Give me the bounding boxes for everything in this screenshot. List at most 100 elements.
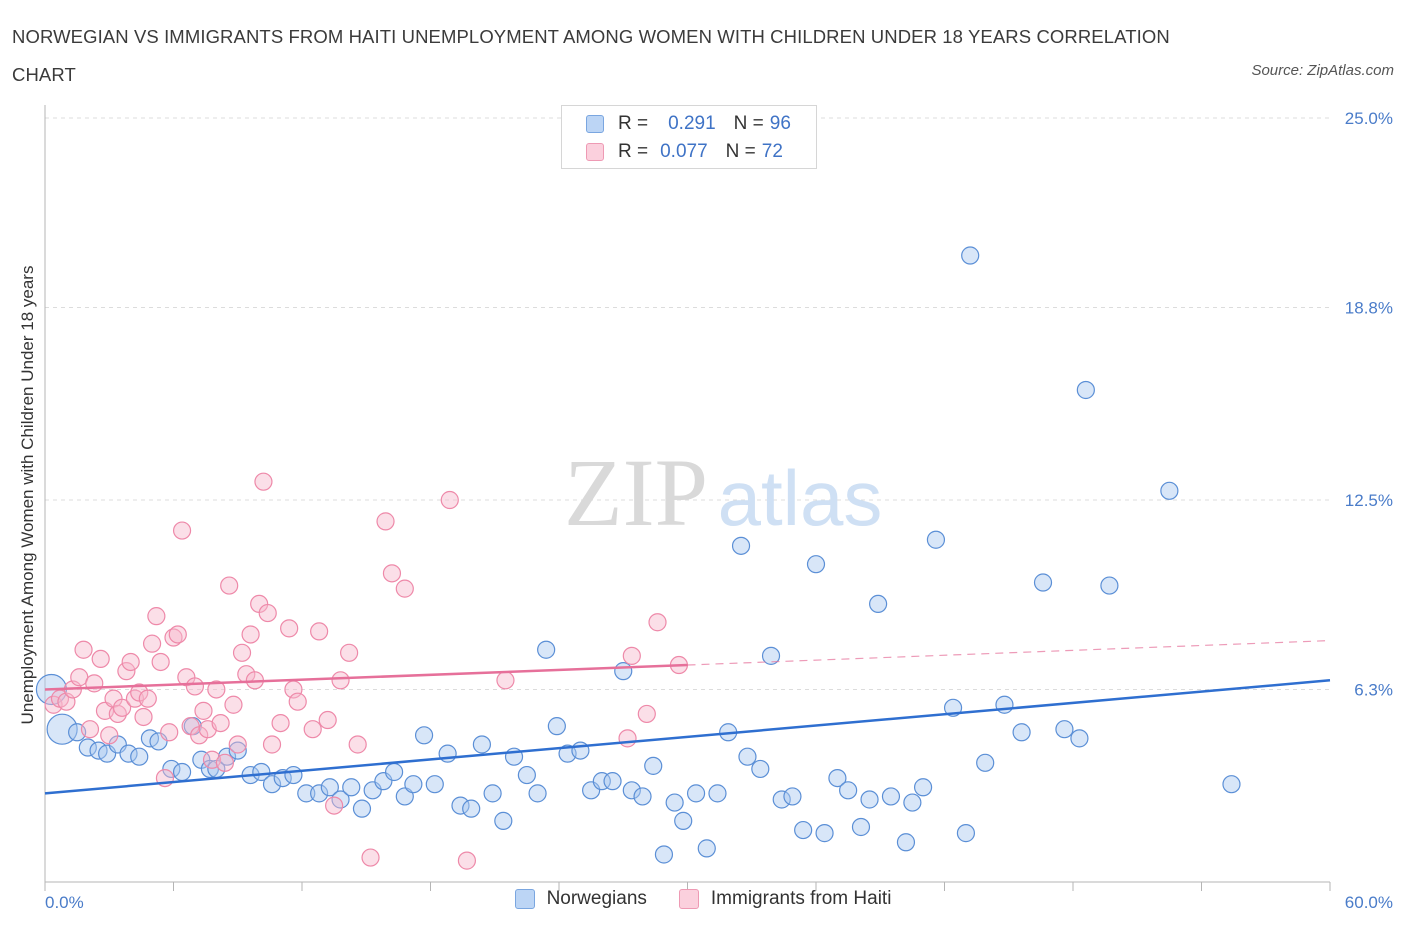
- data-points: [35, 246, 1241, 870]
- data-point: [172, 521, 192, 540]
- data-point: [654, 845, 674, 864]
- data-point: [414, 726, 434, 745]
- data-point: [85, 674, 104, 693]
- data-point: [528, 784, 547, 803]
- data-point: [839, 781, 858, 800]
- data-point: [185, 677, 205, 696]
- legend-label-norwegians: Norwegians: [546, 888, 647, 909]
- data-point: [806, 555, 826, 574]
- data-point: [252, 762, 271, 782]
- data-point: [603, 772, 622, 791]
- legend-r-label: R =: [618, 113, 649, 134]
- trend-lines: [44, 639, 1331, 795]
- data-point: [547, 717, 566, 736]
- data-point: [262, 775, 282, 794]
- data-point: [1055, 720, 1074, 739]
- data-point: [644, 756, 663, 775]
- legend-item-haiti: Immigrants from Haiti: [678, 888, 891, 910]
- data-point: [483, 784, 502, 803]
- data-point: [881, 787, 901, 806]
- data-point: [112, 698, 132, 717]
- data-point: [121, 652, 140, 672]
- series-norwegians: [35, 246, 1241, 864]
- data-point: [138, 689, 157, 708]
- watermark-zip: ZIP: [564, 439, 708, 546]
- correlation-legend: R = 0.291 N = 96 R = 0.077 N = 72: [561, 105, 817, 169]
- data-point: [686, 784, 706, 803]
- trend-line-haiti: [44, 663, 688, 691]
- data-point: [860, 790, 879, 809]
- legend-n-label: N =: [733, 113, 764, 134]
- legend-n-label: N =: [725, 141, 756, 162]
- data-point: [828, 768, 847, 788]
- data-point: [697, 839, 716, 858]
- data-point: [297, 784, 316, 803]
- data-point: [331, 671, 350, 690]
- series-haiti: [44, 472, 689, 870]
- data-point: [926, 530, 946, 549]
- data-point: [708, 784, 727, 803]
- legend-r-value: 0.077: [660, 141, 708, 162]
- data-point: [1070, 729, 1089, 748]
- data-point: [772, 790, 791, 809]
- data-point: [91, 649, 110, 669]
- data-point: [903, 793, 922, 812]
- data-point: [100, 726, 119, 745]
- data-point: [614, 662, 633, 681]
- series-legend: Norwegians Immigrants from Haiti: [0, 888, 1406, 910]
- data-point: [262, 735, 282, 754]
- data-point: [232, 643, 252, 662]
- data-point: [310, 784, 329, 803]
- data-point: [288, 692, 307, 711]
- data-point: [162, 759, 181, 779]
- data-point: [622, 646, 641, 665]
- data-point: [228, 741, 247, 760]
- data-point: [168, 625, 187, 644]
- trend-extension-haiti: [687, 639, 1331, 666]
- data-point: [1012, 723, 1031, 742]
- data-point: [147, 607, 166, 626]
- data-point: [117, 662, 136, 681]
- data-point: [395, 579, 414, 598]
- data-point: [815, 824, 834, 843]
- y-tick-label: 25.0%: [1345, 109, 1393, 128]
- data-point: [1160, 481, 1179, 500]
- trend-line-norwegians: [44, 679, 1331, 795]
- data-point: [280, 619, 299, 638]
- data-point: [384, 762, 404, 782]
- data-point: [794, 820, 813, 840]
- data-point: [130, 747, 149, 766]
- data-point: [1222, 775, 1241, 794]
- data-point: [665, 793, 684, 812]
- data-point: [1100, 576, 1119, 595]
- source-credit: Source: ZipAtlas.com: [1251, 62, 1394, 79]
- legend-row-haiti: R = 0.077 N = 72: [586, 139, 783, 165]
- data-point: [284, 765, 303, 785]
- data-point: [761, 646, 781, 665]
- data-point: [194, 701, 213, 720]
- watermark-atlas: atlas: [718, 454, 883, 542]
- legend-swatch-haiti: [678, 889, 699, 909]
- legend-n-value: 96: [769, 113, 791, 134]
- data-point: [361, 848, 380, 867]
- data-point: [1076, 380, 1095, 400]
- y-tick-label: 6.3%: [1354, 680, 1393, 699]
- data-point: [404, 775, 423, 794]
- data-point: [618, 729, 637, 748]
- data-point: [751, 759, 770, 779]
- data-point: [224, 695, 243, 714]
- data-point: [340, 643, 359, 662]
- data-point: [633, 787, 652, 806]
- data-point: [731, 536, 751, 555]
- x-tick-label-max: 60.0%: [1345, 893, 1393, 912]
- data-point: [851, 817, 871, 837]
- data-point: [462, 799, 481, 818]
- data-point: [207, 680, 226, 699]
- data-point: [151, 652, 170, 672]
- data-point: [134, 707, 153, 727]
- data-point: [78, 738, 97, 757]
- data-point: [896, 833, 916, 852]
- data-point: [342, 778, 361, 797]
- data-point: [961, 246, 980, 265]
- data-point: [440, 490, 459, 510]
